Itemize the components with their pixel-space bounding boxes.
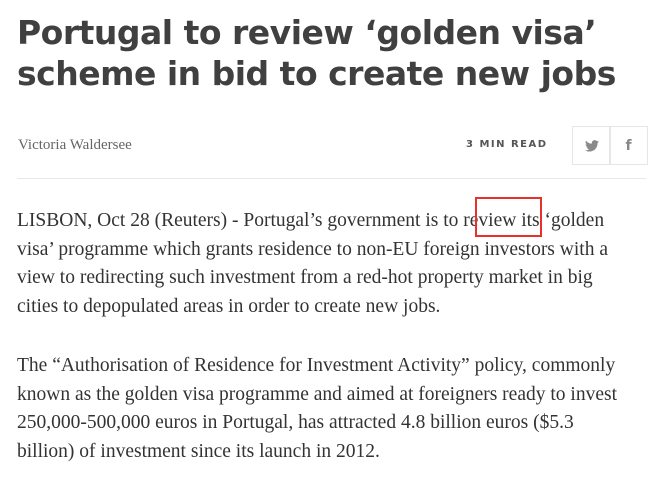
title-line: scheme in bid to create new jobs xyxy=(17,54,616,93)
paragraph-line: LISBON, Oct 28 (Reuters) - Portugal’s go… xyxy=(17,210,605,231)
read-time: 3 MIN READ xyxy=(466,139,548,150)
paragraph-line: cities to depopulated areas in order to … xyxy=(17,295,441,317)
article-title: Portugal to review ‘golden visa’ scheme … xyxy=(17,12,657,94)
paragraph-line: visa’ programme which grants residence t… xyxy=(17,238,608,260)
article-paragraph: The “Authorisation of Residence for Inve… xyxy=(17,352,617,466)
twitter-icon xyxy=(584,139,599,152)
divider xyxy=(17,178,646,179)
paragraph-line: 250,000-500,000 euros in Portugal, has a… xyxy=(17,412,574,433)
facebook-icon: f xyxy=(625,137,632,154)
paragraph-line: known as the golden visa programme and a… xyxy=(17,383,617,405)
article-paragraph: LISBON, Oct 28 (Reuters) - Portugal’s go… xyxy=(17,207,608,321)
author-link[interactable]: Victoria Waldersee xyxy=(18,137,132,153)
paragraph-line: view to redirecting such investment from… xyxy=(17,267,593,288)
title-line: Portugal to review ‘golden visa’ xyxy=(17,13,597,52)
paragraph-line: The “Authorisation of Residence for Inve… xyxy=(17,355,616,376)
highlight-box-review xyxy=(475,197,542,237)
share-facebook-button[interactable]: f xyxy=(609,126,648,165)
share-twitter-button[interactable] xyxy=(572,126,611,165)
paragraph-line: billion) of investment since its launch … xyxy=(17,440,380,462)
